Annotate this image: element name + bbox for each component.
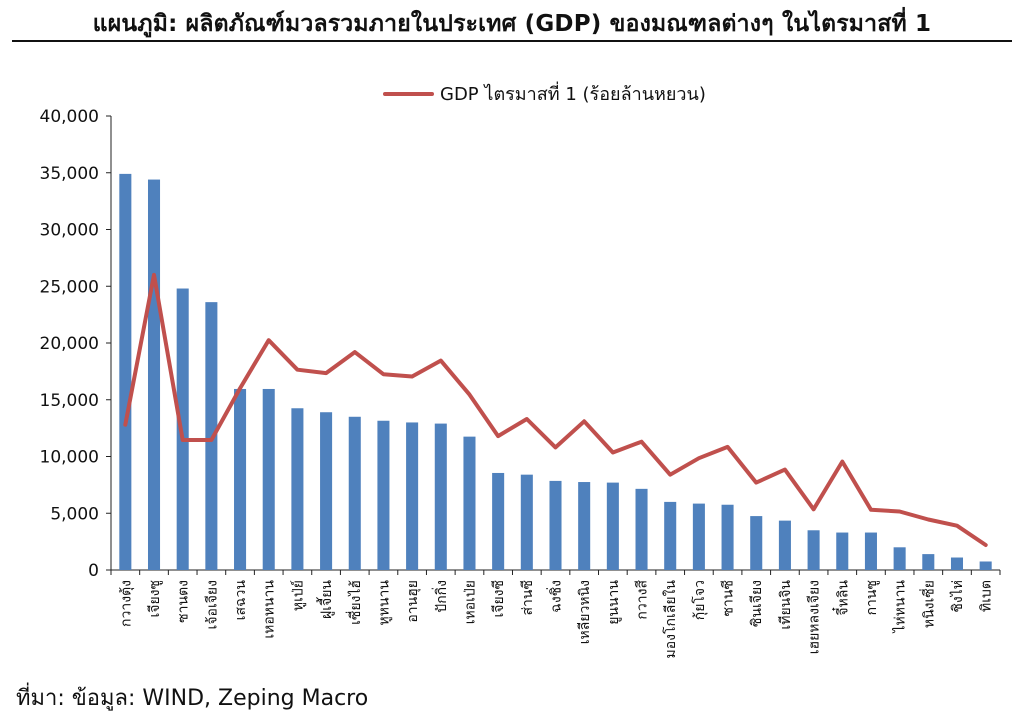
- x-tick-label: เจียงซู: [147, 580, 163, 618]
- x-tick-label: ซานตง: [176, 580, 192, 623]
- bar: [578, 482, 591, 570]
- y-tick-label: 0: [88, 561, 99, 581]
- x-tick-label: เหอหนาน: [262, 580, 278, 639]
- bar: [893, 547, 906, 570]
- x-tick-label: หูเป่ย์: [289, 580, 306, 611]
- bar: [950, 557, 964, 570]
- bar: [320, 412, 333, 570]
- x-tick-label: เจียงซี: [491, 580, 507, 618]
- bar: [750, 516, 763, 570]
- x-tick-label: กุ้ยโจว: [691, 580, 708, 620]
- x-tick-label: เหอเป่ย: [462, 580, 478, 624]
- bar: [119, 173, 132, 570]
- x-tick-label: ซานซี: [721, 580, 737, 616]
- y-tick-label: 30,000: [40, 221, 99, 241]
- bar: [807, 530, 820, 570]
- x-tick-label: ปักกิ่ง: [432, 580, 450, 613]
- x-tick-label: เหลียวหนิง: [577, 580, 593, 644]
- bar: [664, 501, 677, 570]
- y-tick-label: 15,000: [40, 391, 99, 411]
- y-tick-label: 20,000: [40, 334, 99, 354]
- bar: [520, 474, 533, 570]
- y-tick-label: 25,000: [40, 277, 99, 297]
- bar: [147, 179, 161, 570]
- y-tick-label: 40,000: [40, 107, 99, 127]
- bar: [262, 388, 275, 570]
- y-tick-label: 5,000: [50, 504, 99, 524]
- bar: [434, 423, 447, 570]
- title-underline: [12, 40, 1012, 42]
- bar: [778, 520, 791, 570]
- x-tick-label: ยูนนาน: [606, 580, 622, 625]
- bar: [606, 482, 619, 570]
- bar: [922, 554, 935, 570]
- bar: [377, 420, 390, 570]
- x-tick-label: ไห่หนาน: [892, 580, 909, 634]
- bar: [348, 416, 361, 570]
- bar: [463, 436, 476, 570]
- x-tick-label: อานฮุย: [405, 580, 421, 623]
- bar: [406, 422, 419, 570]
- bar: [234, 388, 247, 570]
- bar: [692, 503, 705, 570]
- bar: [492, 472, 505, 570]
- x-tick-label: หูหนาน: [376, 580, 392, 626]
- x-tick-label: กวางตุ้ง: [118, 580, 134, 627]
- x-tick-label: เซี่ยงไฮ้: [346, 580, 364, 625]
- x-tick-label: ชิงไห่: [949, 580, 966, 613]
- x-tick-label: ฝูเจี้ยน: [316, 580, 335, 619]
- gdp-chart: 0 5,000 10,000 15,000 20,000 25,000 30,000 35,0…: [40, 81, 1001, 659]
- x-tick-label: เฮยหลงเจียง: [807, 580, 823, 654]
- x-tick-label: ซินเจียง: [749, 580, 765, 627]
- y-tick-label: 10,000: [40, 448, 99, 468]
- chart-title: แผนภูมิ: ผลิตภัณฑ์มวลรวมภายในประเทศ (GDP…: [92, 11, 932, 37]
- bar: [979, 561, 992, 570]
- bar: [721, 504, 734, 570]
- x-tick-label: ฉงชิ่ง: [547, 580, 565, 613]
- bar: [836, 532, 849, 570]
- y-tick-label: 35,000: [40, 164, 99, 184]
- x-tick-label: มองโกเลียใน: [662, 580, 679, 659]
- x-tick-label: ทิเบต: [979, 580, 995, 612]
- x-tick-label: เจ้อเจียง: [204, 580, 220, 629]
- gdp-line-series: [123, 272, 988, 547]
- x-tick-label: กานซู: [864, 580, 880, 615]
- bar: [549, 480, 562, 570]
- x-tick-label: ส่านซี: [520, 580, 536, 615]
- x-tick-label: กวางสี: [635, 580, 651, 620]
- x-tick-label: เทียนจิน: [778, 580, 794, 630]
- bar: [635, 488, 648, 570]
- bar: [864, 532, 877, 570]
- source-note: ที่มา: ข้อมูล: WIND, Zeping Macro: [16, 686, 369, 711]
- bar: [291, 408, 304, 570]
- x-tick-label: จี๋หลิน: [833, 580, 852, 616]
- legend-label: GDP ไตรมาสที่ 1 (ร้อยล้านหยวน): [440, 81, 706, 105]
- x-tick-label: เสฉวน: [233, 580, 249, 621]
- x-tick-label: หนิงเซี่ย: [919, 580, 937, 628]
